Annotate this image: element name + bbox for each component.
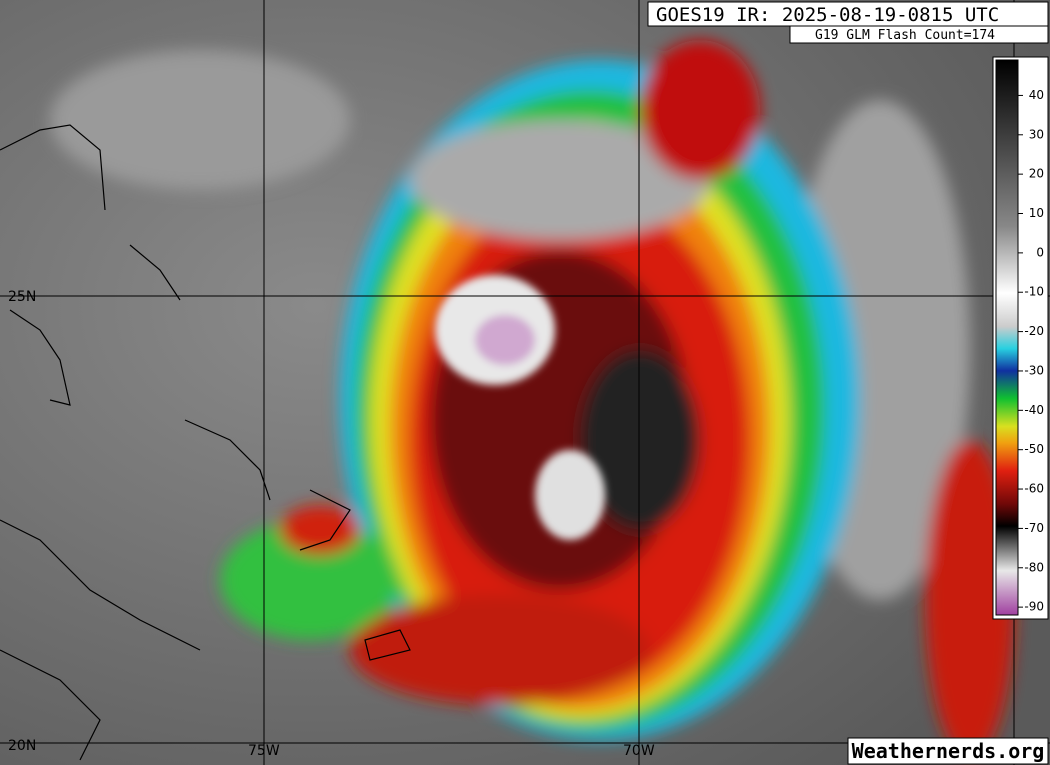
tick-label: -90 [1024,600,1044,614]
tick-label: 10 [1029,206,1044,220]
tick-label: -60 [1024,482,1044,496]
lon-label: 70W [623,743,655,759]
lon-label: 75W [248,743,280,759]
tick-label: -40 [1024,403,1044,417]
subtitle: G19 GLM Flash Count=174 [815,28,995,43]
tick-label: 30 [1029,127,1044,141]
tick-label: -80 [1024,560,1044,574]
lat-label: 20N [8,738,36,754]
title: GOES19 IR: 2025-08-19-0815 UTC [656,4,999,26]
credit: Weathernerds.org [852,739,1045,763]
title-box [647,1,1049,27]
tick-label: 20 [1029,167,1044,181]
tick-label: -30 [1024,363,1044,377]
eye-region [435,275,605,540]
tick-label: 40 [1029,88,1044,102]
tick-label: -10 [1024,285,1044,299]
lat-label: 25N [8,289,36,305]
tick-label: -50 [1024,442,1044,456]
colorbar [995,59,1019,616]
subtitle-box [789,25,1049,44]
colorbar-ticks: 40 30 20 10 0 -10 -20 -30 -40 -50 -60 -70 -80 -90 [1018,88,1044,614]
credit-box [847,737,1049,765]
tick-label: -70 [1024,521,1044,535]
tick-label: -20 [1024,324,1044,338]
coastlines [0,124,411,761]
tick-label: 0 [1036,245,1044,259]
